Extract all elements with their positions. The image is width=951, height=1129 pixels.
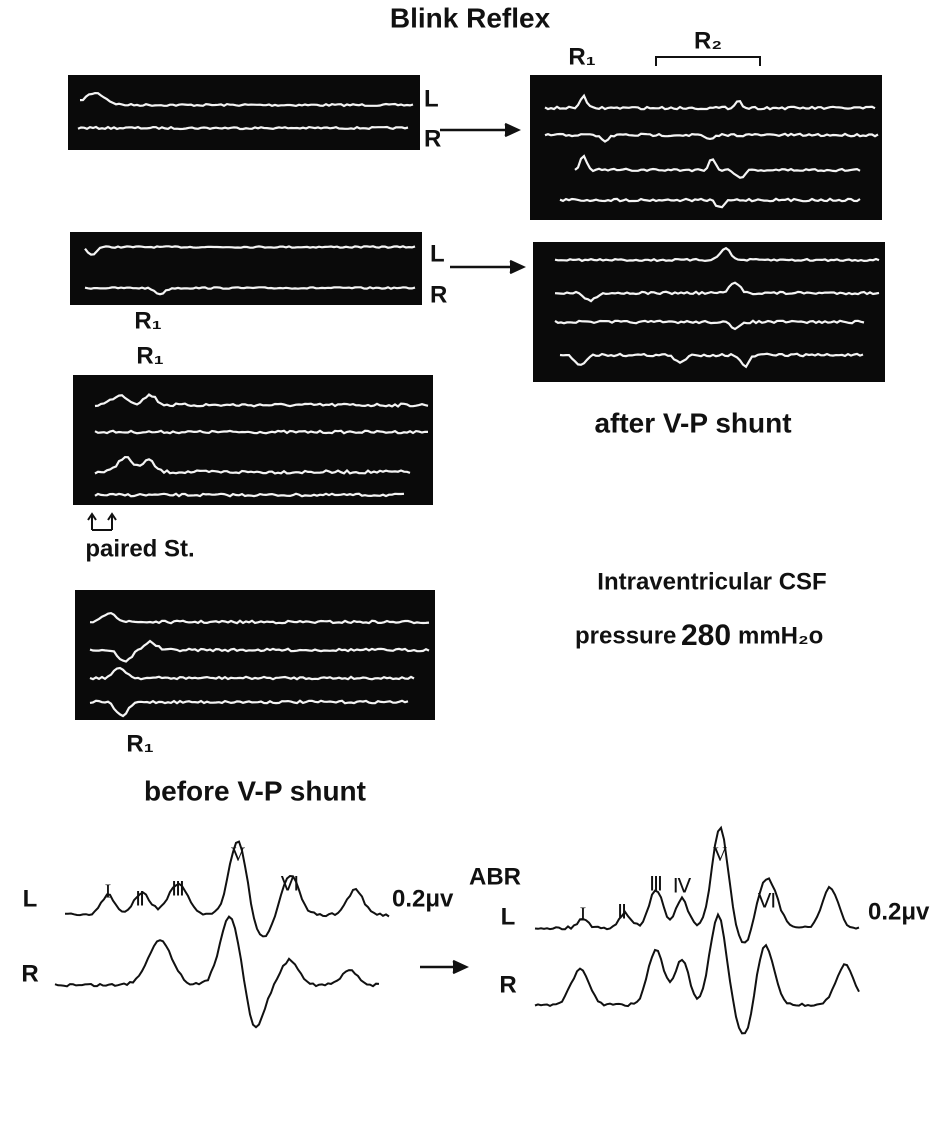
- wave-label: I: [580, 904, 587, 926]
- panel: [73, 375, 433, 505]
- arrow: [440, 124, 518, 136]
- channel-label: R: [424, 125, 441, 152]
- channel-label: L: [424, 85, 439, 112]
- figure: Blink Reflex L R L R R₁ R₁ paired St. R₁…: [0, 0, 951, 1129]
- panel: [68, 75, 420, 150]
- pressure-line: Intraventricular CSF: [597, 568, 826, 595]
- wave-label: Ⅳ: [673, 876, 692, 898]
- arrow: [420, 961, 466, 973]
- trace: [535, 915, 859, 1034]
- channel-label: R: [21, 960, 38, 987]
- trace: [65, 842, 389, 937]
- channel-label: L: [430, 240, 445, 267]
- note: paired St.: [85, 535, 194, 562]
- wave-label: Ⅲ: [649, 874, 663, 896]
- marker: R₁: [136, 342, 163, 369]
- pressure-label: pressure: [575, 622, 676, 649]
- pressure-unit: mmH₂o: [738, 622, 823, 649]
- scale-label: 0.2μv: [868, 898, 930, 925]
- marker: R₁: [126, 730, 153, 757]
- channel-label: L: [23, 885, 38, 912]
- caption: after V-P shunt: [594, 407, 791, 438]
- channel-label: R: [499, 971, 516, 998]
- wave-label: Ⅲ: [171, 879, 185, 901]
- stimulus-arrows: [88, 514, 116, 530]
- trace: [55, 917, 379, 1028]
- marker: R₁: [568, 43, 595, 70]
- arrow: [450, 261, 523, 273]
- abr-title: ABR: [469, 863, 521, 890]
- caption: before V-P shunt: [144, 775, 366, 806]
- scale-label: 0.2μv: [392, 885, 454, 912]
- channel-label: L: [501, 903, 516, 930]
- panel: [70, 232, 422, 305]
- channel-label: R: [430, 281, 447, 308]
- marker: R₂: [694, 27, 722, 54]
- panel: [75, 590, 435, 720]
- pressure-value: 280: [681, 619, 731, 652]
- wave-label: I: [105, 881, 112, 903]
- title: Blink Reflex: [390, 2, 551, 33]
- marker: R₁: [134, 307, 161, 334]
- bracket: [656, 57, 760, 66]
